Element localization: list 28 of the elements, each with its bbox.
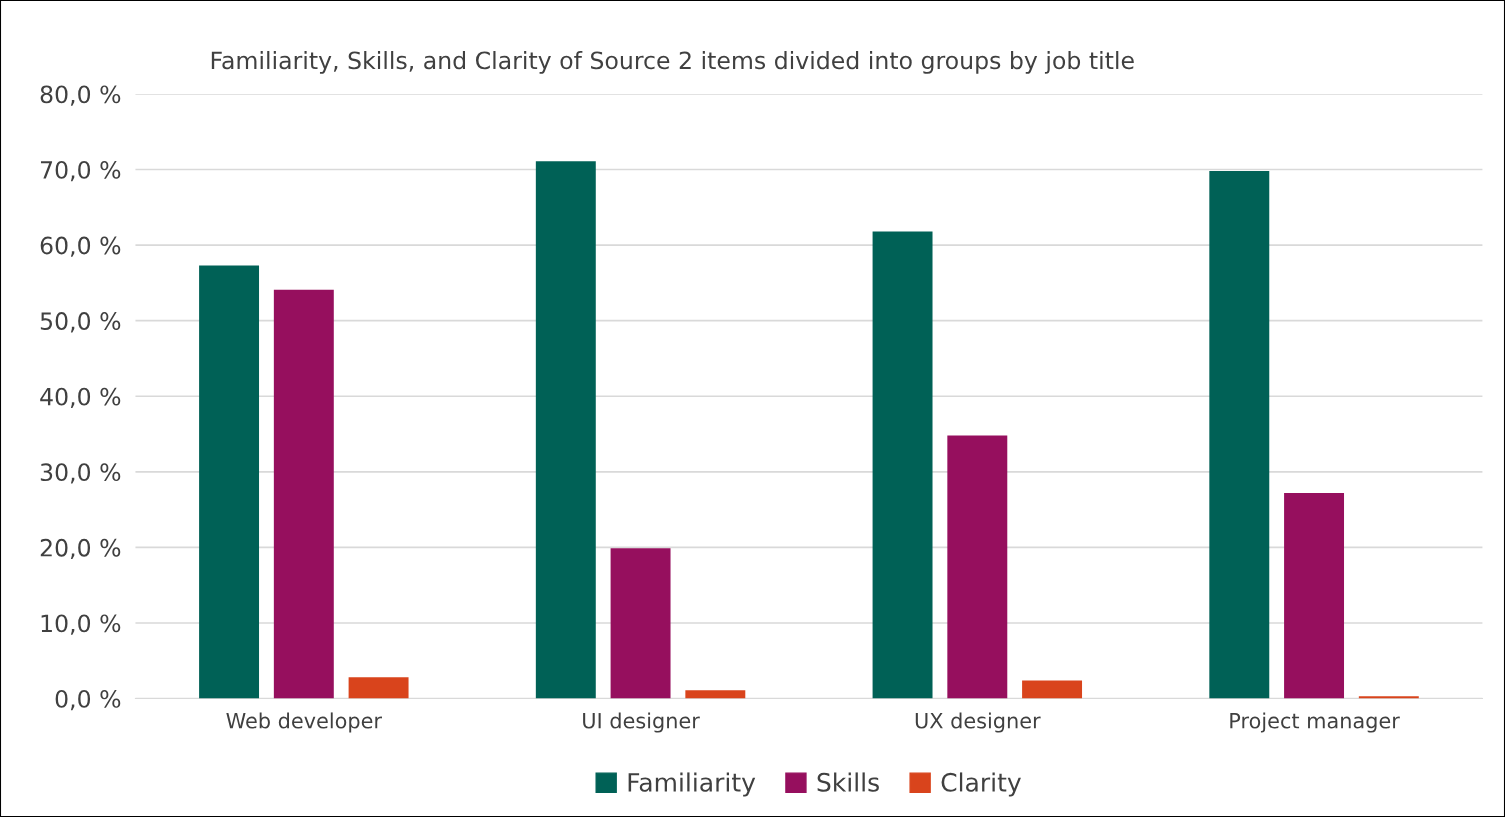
bar xyxy=(273,289,334,699)
legend-label: Skills xyxy=(817,772,879,792)
chart-title: Familiarity, Skills, and Clarity of Source 2 items divided into groups by job title xyxy=(211,51,1134,74)
legend-label: Familiarity xyxy=(628,772,756,797)
x-tick-label: UI designer xyxy=(583,712,700,733)
bar xyxy=(685,690,746,699)
y-tick-label: 70,0 % xyxy=(40,160,121,182)
bar xyxy=(947,435,1008,699)
bar xyxy=(610,548,671,699)
y-tick-label: 60,0 % xyxy=(40,236,121,257)
bar xyxy=(872,231,933,699)
bar xyxy=(199,265,260,699)
legend-label: Clarity xyxy=(941,772,1021,797)
bar xyxy=(1284,492,1345,699)
x-tick-label: Web developer xyxy=(226,712,382,733)
bar xyxy=(1022,680,1083,699)
x-tick-label: Project manager xyxy=(1230,712,1400,733)
y-tick-label: 40,0 % xyxy=(40,387,121,408)
y-tick-label: 10,0 % xyxy=(41,614,121,635)
y-tick-label: 30,0 % xyxy=(40,463,121,484)
bar xyxy=(1209,171,1270,699)
y-tick-label: 0,0 % xyxy=(55,689,121,711)
bar xyxy=(348,677,409,699)
y-tick-label: 20,0 % xyxy=(40,538,121,560)
x-tick-label: UX designer xyxy=(915,712,1041,733)
y-tick-label: 80,0 % xyxy=(40,85,121,106)
bar xyxy=(535,161,596,699)
y-tick-label: 50,0 % xyxy=(40,312,121,333)
